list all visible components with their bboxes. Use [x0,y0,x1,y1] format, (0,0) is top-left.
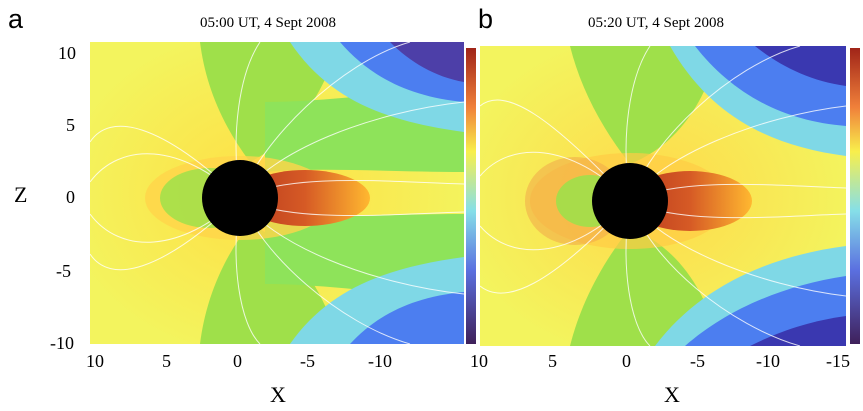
panel-a-ytick-m10: -10 [50,334,74,352]
panel-a-xtick-m5: -5 [300,352,315,370]
panel-b-xtick-5: 5 [548,352,557,370]
panel-b-xlabel: X [664,384,680,406]
panel-a-title: 05:00 UT, 4 Sept 2008 [200,16,336,31]
panel-a-xtick-m10: -10 [368,352,392,370]
panel-b-xtick-m5: -5 [690,352,705,370]
panel-b-xtick-m15: -15 [826,352,850,370]
panel-a-ytick-0: 0 [66,188,75,206]
panel-b-xtick-m10: -10 [756,352,780,370]
panel-b-plot [480,46,846,346]
panel-a-letter: a [8,6,23,33]
panel-a-xlabel: X [270,384,286,406]
panel-b-colorbar [850,48,860,344]
panel-a-xtick-5: 5 [162,352,171,370]
panel-b-title: 05:20 UT, 4 Sept 2008 [588,16,724,31]
panel-a-xtick-10: 10 [86,352,104,370]
panel-a-planet [202,160,278,236]
panel-a-ytick-10: 10 [58,44,76,62]
panel-a-xtick-0: 0 [233,352,242,370]
panel-b-xtick-10: 10 [470,352,488,370]
panel-b-planet [592,163,668,239]
panel-a-plot [90,42,464,344]
panel-a-ylabel: Z [14,184,27,206]
panel-b-xtick-0: 0 [622,352,631,370]
panel-a-ytick-5: 5 [66,116,75,134]
panel-b-letter: b [478,6,493,33]
panel-a-colorbar [466,48,476,344]
panel-a-ytick-m5: -5 [56,262,71,280]
